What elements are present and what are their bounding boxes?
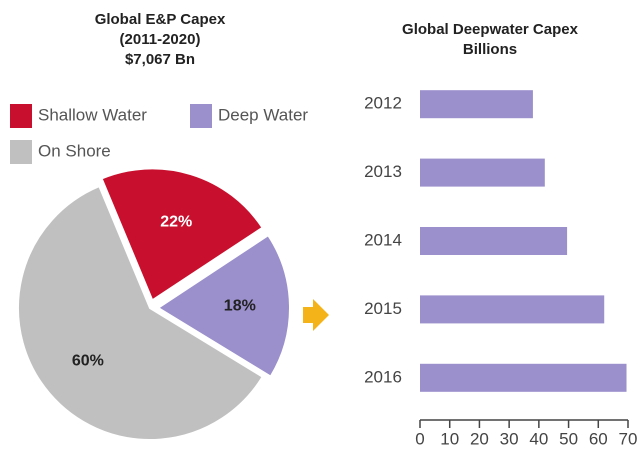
x-tick-label: 30	[500, 429, 519, 448]
x-tick-label: 20	[470, 429, 489, 448]
x-tick-label: 0	[415, 429, 424, 448]
y-tick-label: 2016	[364, 367, 402, 386]
chart-title: Global E&P Capex	[95, 11, 226, 28]
legend-label: Deep Water	[218, 105, 308, 124]
slice-label: 18%	[224, 298, 256, 315]
y-tick-label: 2013	[364, 162, 402, 181]
slice-label: 60%	[72, 352, 104, 369]
legend-label: Shallow Water	[38, 105, 147, 124]
y-tick-label: 2012	[364, 94, 402, 113]
chart-title: Billions	[463, 41, 517, 58]
slice-label: 22%	[160, 213, 192, 230]
bar	[420, 363, 627, 392]
bar	[420, 90, 533, 119]
pie-slice	[156, 233, 291, 379]
pie-slice	[100, 167, 264, 302]
chart-title: $7,067 Bn	[125, 51, 195, 68]
bar	[420, 158, 545, 187]
x-tick-label: 60	[589, 429, 608, 448]
legend-label: On Shore	[38, 141, 111, 160]
arrow	[303, 299, 329, 331]
y-tick-label: 2015	[364, 299, 402, 318]
legend-swatch	[190, 104, 212, 128]
bar	[420, 295, 605, 324]
legend-swatch	[10, 104, 32, 128]
chart-title: (2011-2020)	[120, 31, 201, 48]
x-tick-label: 10	[440, 429, 459, 448]
bar	[420, 227, 568, 255]
y-tick-label: 2014	[364, 230, 402, 249]
x-tick-label: 40	[529, 429, 548, 448]
x-tick-label: 50	[559, 429, 578, 448]
pie-slice	[17, 184, 265, 441]
chart-title: Global Deepwater Capex	[402, 21, 579, 38]
legend-swatch	[10, 140, 32, 164]
x-tick-label: 70	[619, 429, 638, 448]
